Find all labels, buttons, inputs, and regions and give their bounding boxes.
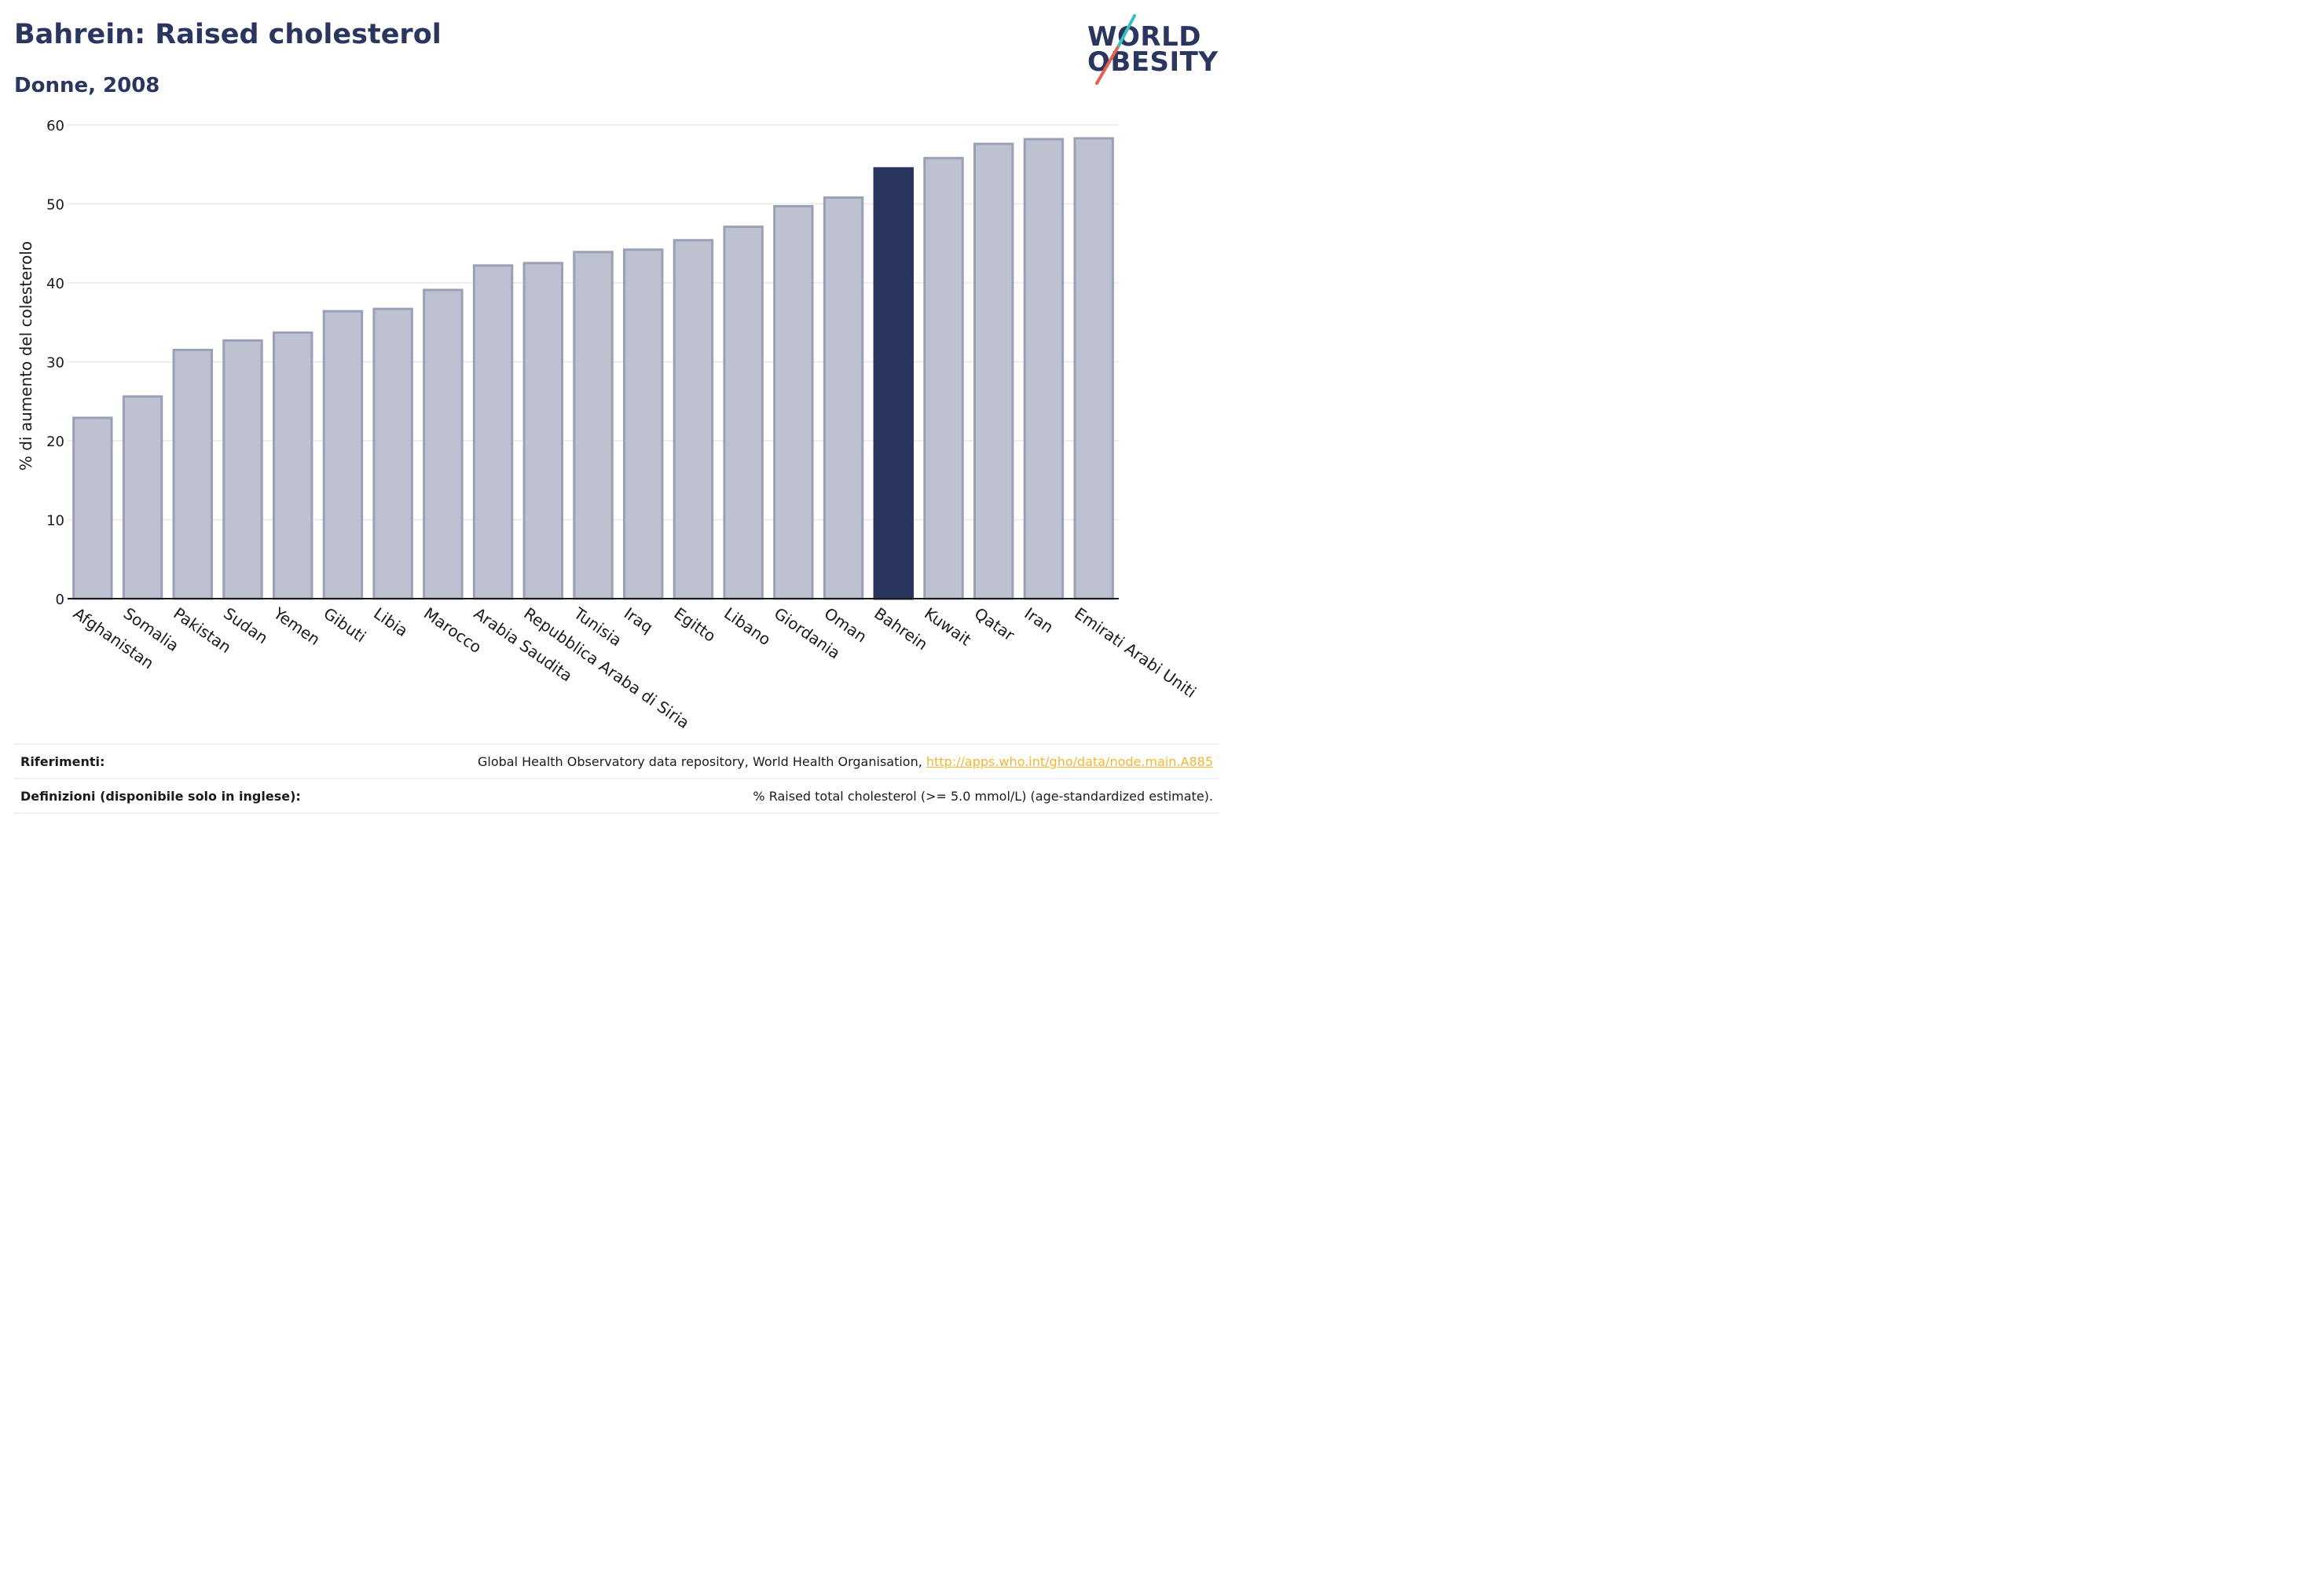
x-tick-label: Libano bbox=[720, 603, 774, 649]
bar-libia[interactable] bbox=[372, 307, 413, 600]
bar-libano[interactable] bbox=[723, 225, 764, 600]
references-label: Riferimenti: bbox=[20, 754, 105, 769]
bar-somalia[interactable] bbox=[122, 395, 163, 600]
definitions-text: % Raised total cholesterol (>= 5.0 mmol/… bbox=[753, 789, 1213, 804]
x-tick-label: Gibuti bbox=[321, 603, 370, 646]
x-tick-label: Libia bbox=[370, 603, 411, 640]
bar-egitto[interactable] bbox=[673, 239, 714, 600]
x-tick-label: Qatar bbox=[971, 603, 1019, 644]
bar-kuwait[interactable] bbox=[923, 156, 964, 600]
bar-oman[interactable] bbox=[823, 196, 864, 600]
chart-title: Bahrein: Raised cholesterol bbox=[14, 19, 442, 50]
bar-sudan[interactable] bbox=[222, 339, 263, 600]
bar-giordania[interactable] bbox=[773, 205, 814, 600]
logo-text-world: WORLD bbox=[1087, 21, 1201, 53]
bar-chart: 0102030405060AfghanistanSomaliaPakistanS… bbox=[16, 118, 1200, 731]
bar-repubblica-araba-di-siria[interactable] bbox=[522, 262, 563, 600]
references-link[interactable]: http://apps.who.int/gho/data/node.main.A… bbox=[926, 754, 1213, 769]
bar-tunisia[interactable] bbox=[573, 251, 614, 600]
y-tick-label: 0 bbox=[56, 592, 64, 608]
definitions-label: Definizioni (disponibile solo in inglese… bbox=[20, 789, 301, 804]
bar-yemen[interactable] bbox=[273, 331, 313, 600]
bar-marocco[interactable] bbox=[423, 288, 464, 600]
x-tick-label: Iraq bbox=[621, 603, 657, 636]
bar-iraq[interactable] bbox=[623, 248, 664, 600]
x-tick-label: Yemen bbox=[269, 603, 324, 649]
x-tick-label: Kuwait bbox=[921, 603, 975, 649]
x-tick-label: Bahrein bbox=[871, 603, 931, 654]
bar-bahrein[interactable] bbox=[873, 167, 914, 600]
bar-arabia-saudita[interactable] bbox=[472, 264, 514, 600]
bar-emirati-arabi-uniti[interactable] bbox=[1073, 137, 1114, 600]
y-tick-label: 60 bbox=[46, 118, 64, 134]
world-obesity-logo: WORLD OBESITY bbox=[1087, 11, 1222, 90]
bar-qatar[interactable] bbox=[973, 142, 1014, 600]
y-axis-label: % di aumento del colesterolo bbox=[16, 241, 35, 471]
y-tick-label: 40 bbox=[46, 276, 64, 292]
bar-afghanistan[interactable] bbox=[72, 416, 113, 600]
x-tick-label: Egitto bbox=[671, 603, 720, 645]
x-tick-label: Iran bbox=[1021, 603, 1058, 636]
y-tick-label: 50 bbox=[46, 197, 64, 214]
x-tick-label: Emirati Arabi Uniti bbox=[1071, 603, 1200, 702]
chart-subtitle: Donne, 2008 bbox=[14, 74, 160, 97]
references-text: Global Health Observatory data repositor… bbox=[478, 754, 926, 769]
y-tick-label: 30 bbox=[46, 355, 64, 372]
bar-gibuti[interactable] bbox=[322, 310, 364, 600]
definitions-row: Definizioni (disponibile solo in inglese… bbox=[14, 778, 1219, 814]
y-tick-label: 20 bbox=[46, 434, 64, 450]
logo-slash-icon bbox=[1095, 14, 1136, 85]
bar-pakistan[interactable] bbox=[172, 348, 213, 600]
y-tick-label: 10 bbox=[46, 513, 64, 530]
bar-iran[interactable] bbox=[1023, 137, 1065, 600]
bar-series bbox=[72, 137, 1114, 600]
references-row: Riferimenti: Global Health Observatory d… bbox=[14, 743, 1219, 778]
references-value: Global Health Observatory data repositor… bbox=[478, 754, 1213, 769]
